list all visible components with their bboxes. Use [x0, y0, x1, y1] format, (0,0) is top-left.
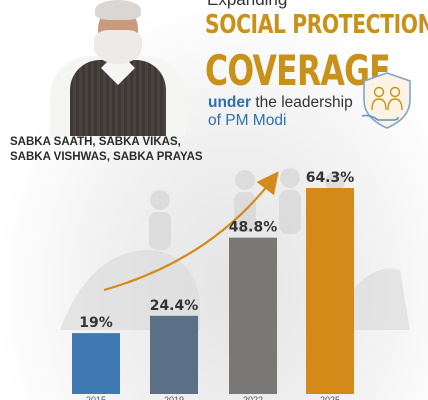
tagline-line-2: SABKA VISHWAS, SABKA PRAYAS [10, 151, 203, 163]
data-labels-layer: 19% 24.4% 48.8% 64.3% [79, 170, 354, 331]
data-label-2015: 19% [79, 315, 113, 331]
tagline: SABKA SAATH, SABKA VIKAS, SABKA VISHWAS,… [10, 135, 203, 165]
tick-label-2015: 2015 [86, 395, 106, 400]
data-label-2025: 64.3% [306, 170, 355, 186]
portrait-hair [95, 0, 141, 20]
data-label-2019: 24.4% [150, 298, 199, 314]
subtitle-under: under [208, 94, 252, 111]
data-label-2022: 48.8% [229, 220, 278, 236]
shield-family-icon [361, 72, 411, 129]
tick-label-2025: 2025 [320, 395, 340, 400]
title-top: Expanding [207, 0, 287, 10]
title-line-1: SOCIAL PROTECTION [205, 10, 428, 40]
subtitle-line-2: of PM Modi [208, 112, 287, 129]
subtitle-line-1: under the leadership [208, 94, 353, 112]
bar-2015 [72, 333, 120, 394]
portrait-photo [22, 0, 192, 136]
bar-2019 [150, 315, 198, 394]
growth-arrow-icon [103, 171, 279, 292]
bars-layer [72, 188, 354, 394]
bar-2022 [229, 237, 277, 394]
title-line-2: COVERAGE [205, 46, 391, 95]
tick-label-2022: 2022 [243, 395, 263, 400]
portrait-beard [94, 30, 142, 64]
tagline-line-1: SABKA SAATH, SABKA VIKAS, [10, 136, 181, 148]
tick-labels-layer: 2015 2019 2022 2025 [86, 395, 340, 400]
subtitle-leadership: the leadership [251, 94, 353, 111]
tick-label-2019: 2019 [164, 395, 184, 400]
bar-2025 [306, 188, 354, 394]
